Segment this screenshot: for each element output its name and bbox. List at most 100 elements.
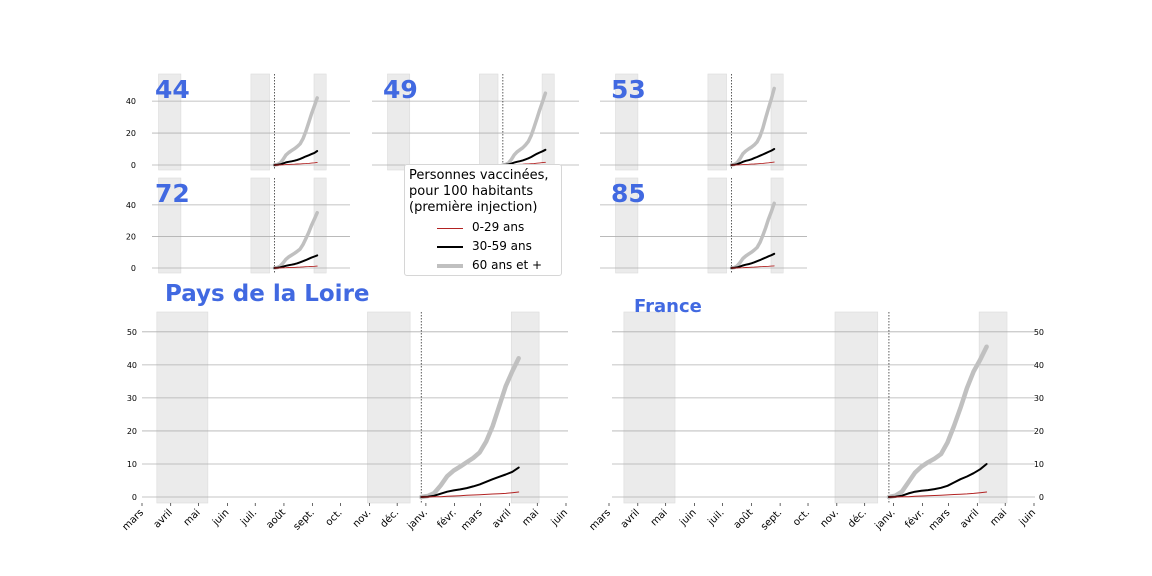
legend-label-0-29: 0-29 ans — [472, 220, 525, 234]
y-tick-label: 10 — [127, 460, 137, 469]
chart-panel: 0 20 40 60 ans et +30-59 ans0-29 ans 44 — [126, 73, 350, 171]
legend-swatch-60plus — [437, 264, 463, 268]
x-tick-label: nov. — [351, 507, 373, 529]
series-line-0-29: 0-29 ans — [731, 265, 775, 269]
y-tick-label: 50 — [1034, 328, 1044, 337]
chart-panel: 60 ans et +30-59 ans0-29 ans 85 — [600, 177, 807, 274]
legend-label-30-59: 30-59 ans — [472, 239, 532, 253]
x-tick-label: juil. — [238, 507, 259, 528]
x-tick-label: juin — [549, 507, 570, 528]
legend-item-0-29: 0-29 ans — [413, 219, 557, 238]
x-tick-label: juin — [677, 507, 698, 528]
panel-title: 85 — [611, 179, 646, 208]
series-line-30-59: 30-59 ans — [887, 463, 988, 498]
x-tick-label: janv. — [405, 507, 430, 532]
x-tick-label: mars — [588, 507, 614, 533]
x-tick-label: sept. — [759, 507, 784, 532]
shaded-period — [978, 311, 1008, 504]
panel-title: France — [634, 296, 702, 317]
x-tick-label: avril — [490, 507, 513, 530]
shaded-period — [623, 311, 676, 504]
chart-panel: 60 ans et +30-59 ans0-29 ans 53 — [600, 73, 807, 171]
series-line-0-29: 0-29 ans — [274, 265, 318, 269]
y-tick-label: 40 — [1034, 361, 1044, 370]
series-line-0-29: 0-29 ans — [731, 161, 775, 166]
series-line-60plus: 60 ans et + — [729, 201, 776, 270]
chart-panel: 0 20 40 60 ans et +30-59 ans0-29 ans 72 — [126, 177, 350, 274]
y-tick-label: 10 — [1034, 460, 1044, 469]
legend-title-line: pour 100 habitants — [409, 184, 534, 199]
x-tick-label: févr. — [903, 507, 927, 531]
chart-panel: 60 ans et +30-59 ans0-29 ans 49 — [372, 73, 579, 171]
legend-item-60plus: 60 ans et + — [413, 257, 557, 276]
chart-panel: 0 10 20 30 40 50 60 ans et +30-59 ans0-29 ans F… — [588, 296, 1044, 533]
series-line-30-59: 30-59 ans — [273, 254, 319, 269]
series-line-60plus: 60 ans et + — [886, 344, 989, 500]
y-tick-label: 20 — [127, 427, 137, 436]
series-line-30-59: 30-59 ans — [730, 252, 776, 269]
shaded-period — [615, 73, 639, 171]
shaded-period — [313, 177, 327, 274]
shaded-period — [707, 177, 727, 274]
x-tick-label: mai — [182, 507, 203, 528]
y-tick-label: 20 — [126, 129, 136, 138]
x-tick-label: sept. — [292, 507, 317, 532]
legend: Personnes vaccinées, pour 100 habitants … — [404, 164, 562, 276]
shaded-period — [770, 73, 784, 171]
y-tick-label: 0 — [132, 493, 137, 502]
x-tick-label: mars — [927, 507, 953, 533]
x-tick-label: févr. — [435, 507, 459, 531]
x-tick-label: mai — [988, 507, 1009, 528]
shaded-period — [158, 73, 182, 171]
x-tick-label: oct. — [324, 507, 345, 528]
x-tick-label: nov. — [818, 507, 840, 529]
x-tick-label: juin — [210, 507, 231, 528]
series-line-60plus: 60 ans et + — [729, 86, 776, 167]
x-tick-label: mai — [520, 507, 541, 528]
x-tick-label: avril — [619, 507, 642, 530]
y-tick-label: 30 — [127, 394, 137, 403]
series-line-60plus: 60 ans et + — [272, 210, 319, 270]
series-line-60plus: 60 ans et + — [272, 96, 319, 167]
x-tick-label: oct. — [791, 507, 812, 528]
y-tick-label: 0 — [131, 161, 136, 170]
series-line-0-29: 0-29 ans — [888, 491, 988, 498]
panel-title: Pays de la Loire — [165, 281, 370, 307]
y-tick-label: 40 — [126, 201, 136, 210]
x-tick-label: avril — [152, 507, 175, 530]
shaded-period — [313, 73, 327, 171]
x-tick-label: août — [264, 507, 288, 531]
legend-swatch-30-59 — [437, 246, 463, 248]
x-tick-label: janv. — [873, 507, 898, 532]
x-tick-label: juil. — [705, 507, 726, 528]
series-line-60plus: 60 ans et + — [501, 91, 548, 167]
series-line-30-59: 30-59 ans — [273, 150, 319, 166]
series-line-30-59: 30-59 ans — [420, 466, 520, 498]
shaded-period — [834, 311, 879, 504]
shaded-period — [770, 177, 784, 274]
x-tick-label: août — [731, 507, 755, 531]
shaded-period — [479, 73, 499, 171]
legend-swatch-0-29 — [437, 228, 463, 229]
legend-title-line: (première injection) — [409, 200, 538, 215]
x-tick-label: déc. — [845, 507, 868, 530]
shaded-period — [707, 73, 727, 171]
y-tick-label: 20 — [126, 232, 136, 241]
shaded-period — [250, 73, 270, 171]
panel-title: 44 — [155, 75, 190, 104]
chart-panel: 0 10 20 30 40 50 60 ans et +30-59 ans0-29 ans P… — [121, 281, 571, 533]
y-tick-label: 0 — [131, 264, 136, 273]
x-tick-label: avril — [958, 507, 981, 530]
shaded-period — [615, 177, 639, 274]
y-tick-label: 50 — [127, 328, 137, 337]
shaded-period — [156, 311, 209, 504]
legend-title-line: Personnes vaccinées, — [409, 168, 549, 183]
shaded-period — [387, 73, 411, 171]
x-tick-label: mars — [459, 507, 485, 533]
y-tick-label: 20 — [1034, 427, 1044, 436]
x-tick-label: juin — [1017, 507, 1038, 528]
series-line-60plus: 60 ans et + — [419, 356, 521, 500]
series-line-30-59: 30-59 ans — [730, 148, 776, 166]
panel-title: 49 — [383, 75, 418, 104]
